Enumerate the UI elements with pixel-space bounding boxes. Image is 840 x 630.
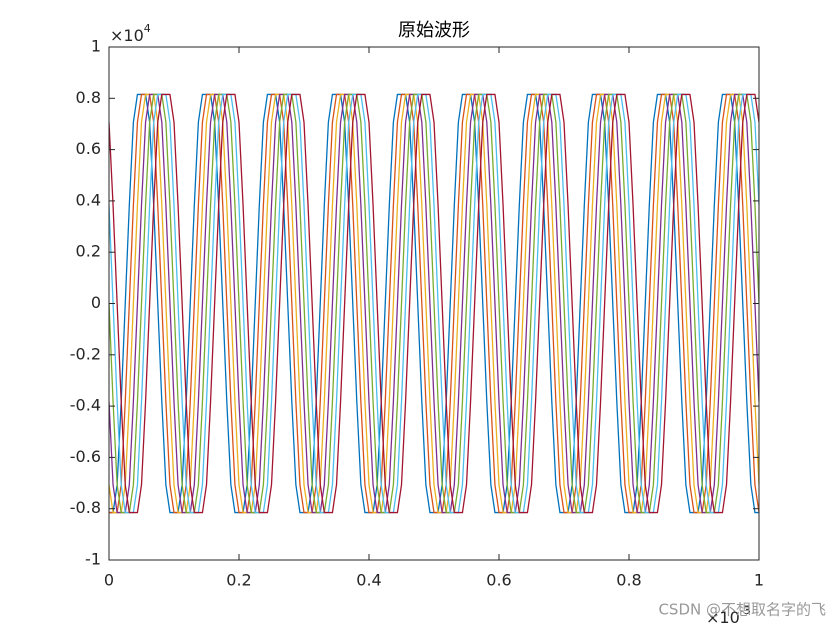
y-multiplier-base: ×10 <box>110 26 144 45</box>
y-tick-label: -0.6 <box>70 447 101 466</box>
y-multiplier-exponent: 4 <box>144 22 151 35</box>
axes: -1 -0.8 -0.6 -0.4 -0.2 0 0.2 0.4 0.6 0.8 1 0 0.2 0.4 0… <box>70 37 764 590</box>
chart-title: 原始波形 <box>398 20 470 41</box>
x-tick-label: 0.6 <box>486 571 511 590</box>
x-tick-label: 0.8 <box>616 571 641 590</box>
y-tick-label: 0.2 <box>76 242 101 261</box>
x-multiplier-base: ×10 <box>706 608 740 627</box>
x-tick-label: 0 <box>104 571 114 590</box>
y-tick-label: 0 <box>91 293 101 312</box>
x-tick-label: 1 <box>754 571 764 590</box>
watermark: CSDN @不想取名字的飞 <box>658 601 826 619</box>
series-line <box>109 93 759 514</box>
series-line <box>109 93 759 514</box>
series-line <box>109 93 759 514</box>
y-tick-label: 0.6 <box>76 139 101 158</box>
y-tick-label: 0.4 <box>76 190 101 209</box>
x-tick-label: 0.4 <box>356 571 381 590</box>
y-tick-label: 0.8 <box>76 88 101 107</box>
y-multiplier: ×104 <box>110 22 151 45</box>
series-line <box>109 93 759 514</box>
plot-area <box>109 93 759 514</box>
x-multiplier-exponent: -3 <box>740 604 751 617</box>
x-multiplier: ×10-3 <box>706 604 751 627</box>
x-tick-label: 0.2 <box>226 571 251 590</box>
y-tick-label: -0.8 <box>70 498 101 517</box>
y-tick-label: -1 <box>85 550 101 569</box>
y-tick-label: -0.4 <box>70 396 101 415</box>
y-tick-label: 1 <box>91 37 101 56</box>
y-tick-label: -0.2 <box>70 344 101 363</box>
